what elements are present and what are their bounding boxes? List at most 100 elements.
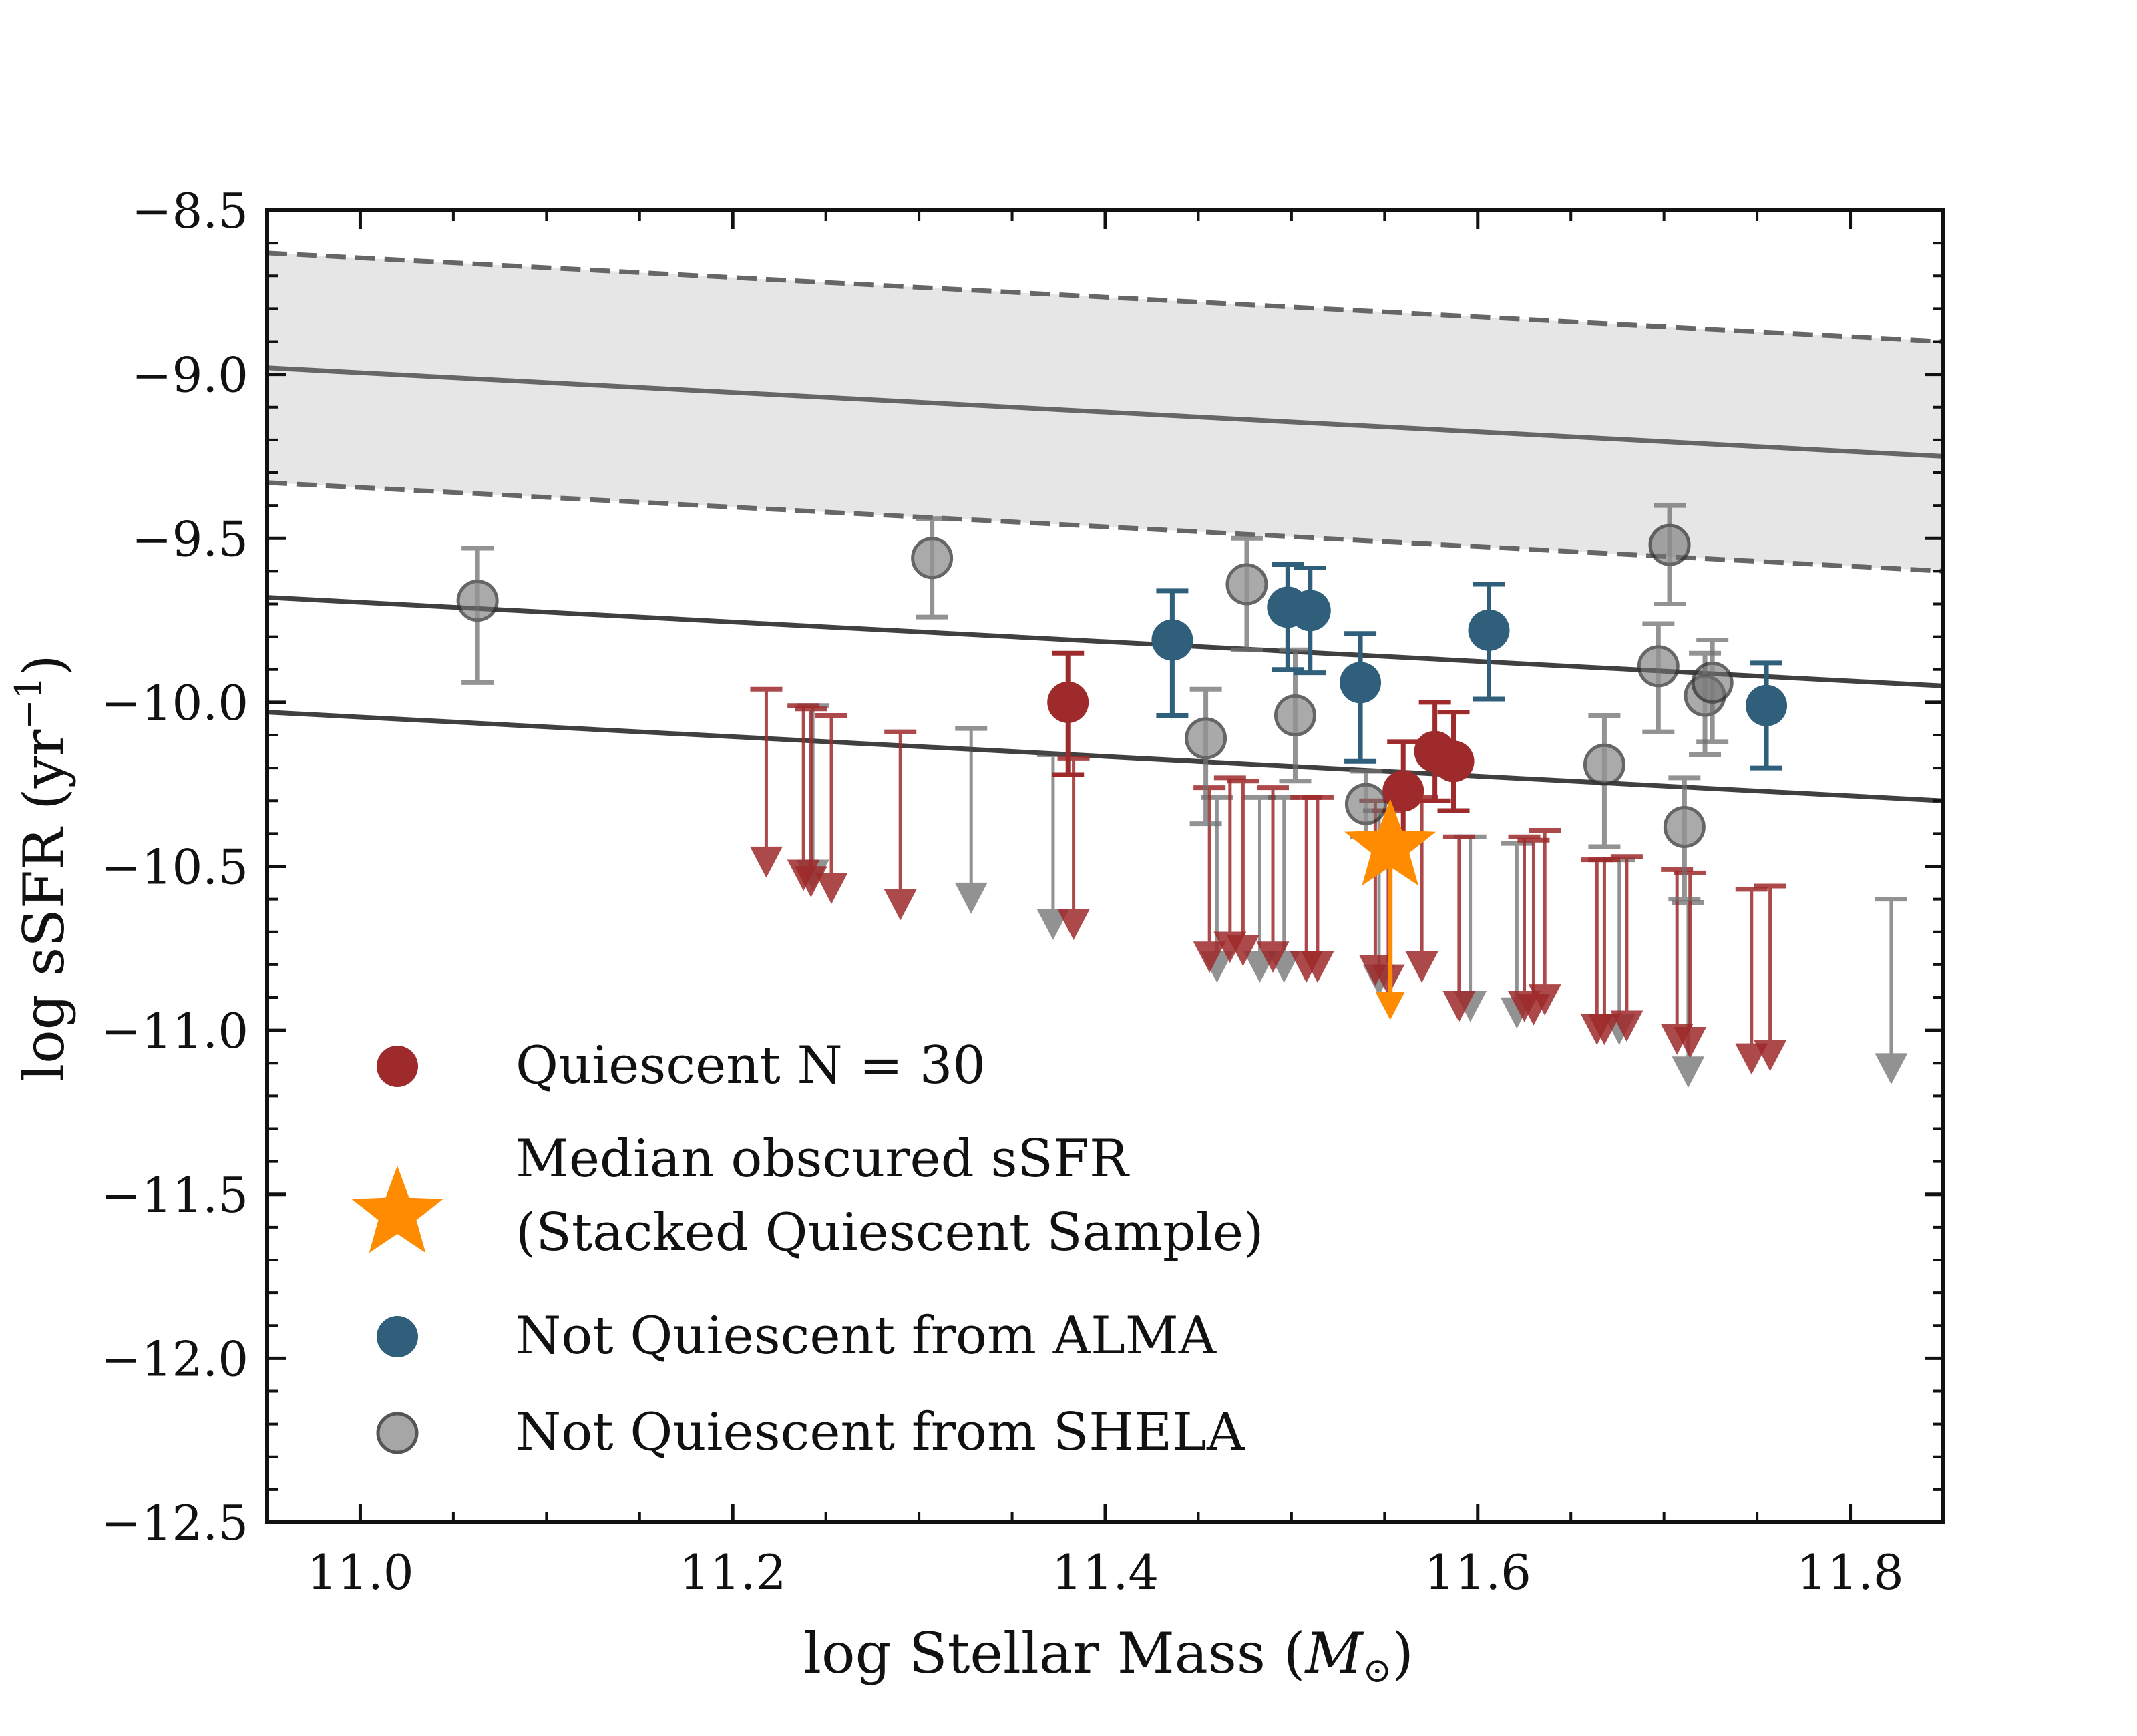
- marker: [1289, 590, 1331, 632]
- upper-limit-arrowhead: [884, 889, 917, 921]
- quiescent-upper-limits: [749, 686, 1787, 1075]
- y-tick-label: −11.5: [101, 1167, 248, 1223]
- marker: [1225, 563, 1268, 606]
- quiescent-upper-limit: [1528, 827, 1561, 1016]
- marker: [1047, 681, 1089, 723]
- quiescent-point: [1047, 650, 1089, 777]
- marker: [1344, 783, 1387, 825]
- y-tick-label: −8.5: [132, 183, 248, 239]
- upper-limit-arrowhead: [1735, 1043, 1768, 1075]
- upper-limit-arrowhead: [1442, 990, 1476, 1022]
- upper-limit-arrowhead: [1587, 1014, 1621, 1046]
- main-sequence-line: [267, 365, 1943, 459]
- upper-limit-arrowhead: [1672, 1056, 1705, 1088]
- quiescent-upper-limit: [1587, 857, 1621, 1046]
- upper-limit-arrowhead: [1405, 951, 1438, 983]
- quiescent-upper-limit: [787, 703, 820, 891]
- star-marker: [1344, 799, 1436, 886]
- x-axis-label: log Stellar Mass (M⊙): [803, 1620, 1414, 1691]
- y-tick-label: −9.0: [132, 347, 248, 403]
- tick-labels: 11.0 11.2 11.4 11.6 11.8 −8.5 −9.0 −9.5 −10.0 −10…: [101, 183, 1903, 1600]
- upper-limit-arrowhead: [815, 873, 848, 904]
- quiescent-upper-limit: [1057, 755, 1091, 940]
- upper-limit-arrowhead: [1358, 954, 1392, 986]
- shela-point: [1274, 647, 1316, 784]
- marker: [1637, 645, 1680, 688]
- x-tick-label: 11.2: [679, 1544, 786, 1600]
- marker: [456, 580, 499, 622]
- upper-limit-arrowhead: [1875, 1053, 1908, 1085]
- y-tick-label: −10.0: [101, 675, 248, 731]
- upper-limit-arrowhead: [1528, 984, 1561, 1016]
- shela-point: [1663, 775, 1706, 902]
- upper-limit-arrowhead: [1610, 1010, 1643, 1042]
- marker: [1274, 694, 1316, 737]
- x-tick-label: 11.0: [307, 1544, 413, 1600]
- marker: [1691, 661, 1734, 704]
- marker: [1746, 684, 1788, 726]
- shela-point: [911, 516, 954, 620]
- y-tick-label: −12.0: [101, 1331, 248, 1387]
- legend-star-marker: [351, 1166, 443, 1253]
- main-sequence-upper-dashed: [267, 250, 1943, 344]
- x-tick-label: 11.6: [1424, 1544, 1531, 1600]
- shela-points: [456, 503, 1734, 902]
- upper-limit-arrowhead: [1036, 909, 1070, 940]
- y-tick-label: −12.5: [101, 1495, 248, 1551]
- y-tick-label: −10.5: [101, 839, 248, 895]
- legend-quiescent-marker: [377, 1046, 418, 1087]
- shela-point: [1583, 713, 1625, 849]
- axis-ticks: [266, 208, 1945, 1524]
- upper-limit-arrowhead: [1754, 1040, 1787, 1072]
- quiescent-upper-limit: [1193, 785, 1226, 973]
- quiescent-point: [1432, 710, 1475, 813]
- quiescent-upper-limit: [1301, 795, 1334, 983]
- shela-upper-limit: [1875, 897, 1908, 1085]
- legend-alma-marker: [377, 1316, 418, 1357]
- shela-point: [1225, 535, 1268, 652]
- upper-limit-arrowhead: [1674, 1027, 1707, 1058]
- alma-point: [1289, 565, 1331, 676]
- stacked-median-marker: [1344, 799, 1436, 1020]
- alma-points: [1151, 562, 1788, 771]
- marker: [1648, 523, 1691, 566]
- quiescent-upper-limit: [1213, 775, 1247, 963]
- quiescent-upper-limit: [1405, 795, 1438, 983]
- quiescent-points: [1047, 650, 1475, 843]
- quiescent-upper-limit: [1754, 883, 1787, 1072]
- shela-point: [1648, 503, 1691, 606]
- shela-point: [1691, 638, 1734, 744]
- marker: [1663, 806, 1706, 849]
- y-axis-label: log sSFR (yr−1): [7, 654, 77, 1082]
- y-tick-label: −11.0: [101, 1003, 248, 1059]
- marker: [1432, 740, 1475, 783]
- shela-upper-limit: [1036, 752, 1070, 940]
- quiescent-upper-limit: [884, 729, 917, 921]
- legend-star-label-line2: (Stacked Quiescent Sample): [516, 1203, 1264, 1263]
- legend-shela-label: Not Quiescent from SHELA: [516, 1402, 1245, 1462]
- marker: [911, 537, 954, 580]
- shela-upper-limit: [954, 726, 988, 914]
- quiescent-upper-limit: [749, 686, 783, 878]
- y-tick-label: −9.5: [132, 511, 248, 567]
- upper-limit-arrowhead: [1226, 935, 1259, 967]
- alma-point: [1151, 588, 1193, 718]
- quiescent-upper-limit: [1442, 834, 1476, 1022]
- legend-star-label-line1: Median obscured sSFR: [516, 1129, 1130, 1189]
- shela-point: [1637, 621, 1680, 734]
- quiescent-upper-limit: [1610, 854, 1643, 1042]
- shela-point: [1185, 686, 1227, 827]
- upper-limit-arrowhead: [749, 846, 783, 878]
- threshold-line-lower: [267, 710, 1943, 803]
- star-arrowhead: [1375, 992, 1405, 1020]
- marker: [1185, 717, 1227, 760]
- upper-limit-arrowhead: [787, 859, 820, 891]
- threshold-line-upper: [267, 595, 1943, 688]
- x-tick-label: 11.8: [1796, 1544, 1903, 1600]
- quiescent-upper-limit: [1226, 779, 1259, 967]
- upper-limit-arrowhead: [1256, 941, 1290, 973]
- x-tick-label: 11.4: [1052, 1544, 1159, 1600]
- alma-point: [1468, 582, 1510, 702]
- marker: [1382, 770, 1424, 812]
